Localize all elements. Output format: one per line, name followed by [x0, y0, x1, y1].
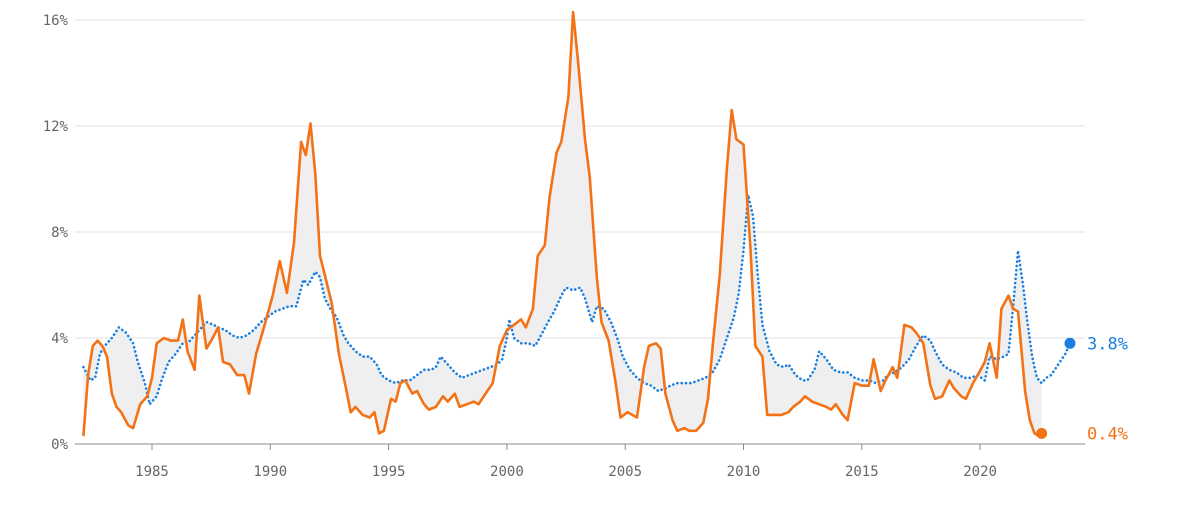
- x-tick-label: 2015: [845, 464, 879, 480]
- x-tick-label: 1990: [253, 464, 287, 480]
- solid-series-end-label: 0.4%: [1087, 424, 1128, 444]
- x-tick-label: 1995: [372, 464, 406, 480]
- y-tick-label: 8%: [51, 225, 68, 241]
- solid-series-line: [82, 10, 1043, 438]
- y-tick-label: 4%: [51, 331, 68, 347]
- dotted-series-end-marker: [1064, 337, 1076, 349]
- x-tick-label: 2020: [963, 464, 997, 480]
- y-tick-label: 0%: [51, 437, 68, 453]
- x-tick-label: 2010: [727, 464, 761, 480]
- x-tick-label: 2005: [608, 464, 642, 480]
- x-tick-label: 1985: [135, 464, 169, 480]
- difference-shading: [83, 12, 1042, 437]
- solid-series-end-marker: [1036, 427, 1048, 439]
- y-tick-label: 12%: [43, 119, 69, 135]
- y-tick-label: 16%: [43, 13, 69, 29]
- dotted-series-line: [82, 194, 1072, 408]
- x-tick-label: 2000: [490, 464, 524, 480]
- dotted-series-end-label: 3.8%: [1087, 334, 1128, 354]
